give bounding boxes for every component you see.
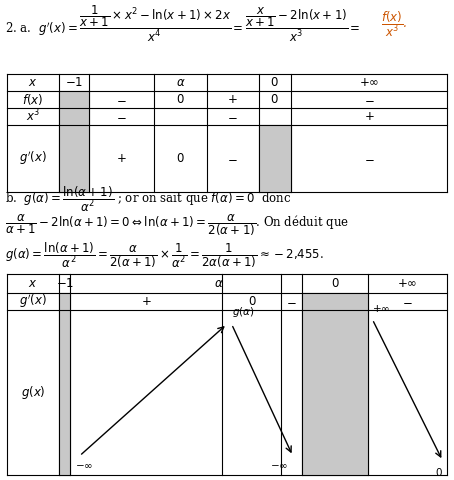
- Text: $0$: $0$: [248, 295, 256, 308]
- Text: 2. a.  $g'(x)=\dfrac{\dfrac{1}{x+1}\times x^2-\ln(x+1)\times 2x}{x^4}=\dfrac{\df: 2. a. $g'(x)=\dfrac{\dfrac{1}{x+1}\times…: [5, 4, 361, 44]
- Bar: [302, 293, 368, 310]
- Text: $g'(x)$: $g'(x)$: [19, 150, 47, 167]
- Bar: [59, 91, 89, 108]
- Bar: [59, 293, 70, 310]
- Text: $+\infty$: $+\infty$: [359, 76, 379, 89]
- Text: b.  $g(\alpha)=\dfrac{\ln(\alpha+1)}{\alpha^2}$ ; or on sait que $f(\alpha)=0$  : b. $g(\alpha)=\dfrac{\ln(\alpha+1)}{\alp…: [5, 184, 292, 214]
- Text: $-$: $-$: [364, 152, 374, 165]
- Bar: [59, 125, 89, 192]
- Text: $x$: $x$: [28, 76, 38, 89]
- Bar: [59, 310, 70, 475]
- Text: $g(\alpha)$: $g(\alpha)$: [232, 305, 254, 319]
- Text: $-$: $-$: [116, 93, 127, 106]
- Text: $-$: $-$: [286, 295, 297, 308]
- Text: $g'(x)$: $g'(x)$: [19, 292, 47, 310]
- Text: $0$: $0$: [176, 152, 185, 165]
- Text: $-1$: $-1$: [55, 276, 74, 290]
- Text: $-$: $-$: [402, 295, 413, 308]
- Bar: [259, 125, 291, 192]
- Text: $+\infty$: $+\infty$: [397, 276, 418, 290]
- Text: $-\infty$: $-\infty$: [270, 461, 288, 470]
- Text: $0$: $0$: [271, 76, 279, 89]
- Text: $f(x)$: $f(x)$: [22, 92, 44, 107]
- Text: $\dfrac{\alpha}{\alpha+1}-2\ln(\alpha+1)=0\Leftrightarrow\ln(\alpha+1)=\dfrac{\a: $\dfrac{\alpha}{\alpha+1}-2\ln(\alpha+1)…: [5, 213, 350, 239]
- Text: $+$: $+$: [141, 295, 152, 308]
- Text: $0$: $0$: [435, 466, 443, 478]
- Text: $+$: $+$: [227, 93, 238, 106]
- Text: $0$: $0$: [271, 93, 279, 106]
- Text: $-1$: $-1$: [64, 76, 83, 89]
- Text: $0$: $0$: [176, 93, 185, 106]
- Text: $x$: $x$: [28, 276, 38, 290]
- Text: $\dfrac{f(x)}{x^3}$.: $\dfrac{f(x)}{x^3}$.: [381, 9, 408, 39]
- Text: $-\infty$: $-\infty$: [75, 461, 93, 470]
- Text: $\alpha$: $\alpha$: [176, 76, 185, 89]
- Text: $g(\alpha)=\dfrac{\ln(\alpha+1)}{\alpha^2}=\dfrac{\alpha}{2(\alpha+1)}\times\dfr: $g(\alpha)=\dfrac{\ln(\alpha+1)}{\alpha^…: [5, 240, 324, 270]
- Text: $-$: $-$: [364, 93, 374, 106]
- Bar: [302, 310, 368, 475]
- Text: $+$: $+$: [364, 110, 374, 123]
- Text: $-$: $-$: [227, 110, 238, 123]
- Text: $\alpha$: $\alpha$: [214, 276, 224, 290]
- Text: $-$: $-$: [116, 110, 127, 123]
- Text: $x^3$: $x^3$: [26, 108, 40, 125]
- Text: $-$: $-$: [227, 152, 238, 165]
- Text: $0$: $0$: [331, 276, 339, 290]
- Text: $g(x)$: $g(x)$: [20, 384, 45, 401]
- Bar: [59, 108, 89, 125]
- Text: $+$: $+$: [116, 152, 127, 165]
- Text: $+\infty$: $+\infty$: [372, 303, 390, 314]
